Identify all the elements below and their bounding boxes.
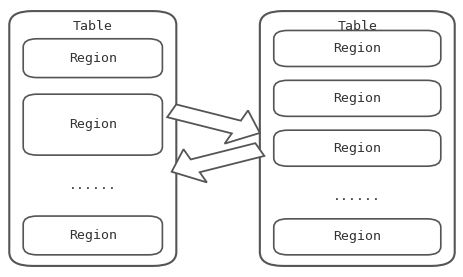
Text: Table: Table (337, 20, 376, 33)
FancyBboxPatch shape (273, 219, 440, 255)
FancyBboxPatch shape (9, 11, 176, 266)
Text: Region: Region (69, 118, 117, 131)
Text: ......: ...... (332, 190, 381, 203)
FancyBboxPatch shape (23, 39, 162, 78)
Text: Table: Table (73, 20, 113, 33)
Text: Region: Region (332, 42, 381, 55)
FancyBboxPatch shape (259, 11, 454, 266)
Polygon shape (167, 104, 259, 144)
FancyBboxPatch shape (273, 130, 440, 166)
FancyBboxPatch shape (23, 94, 162, 155)
Text: Region: Region (332, 92, 381, 105)
Text: Region: Region (69, 229, 117, 242)
FancyBboxPatch shape (23, 216, 162, 255)
Text: Region: Region (332, 230, 381, 243)
Text: Region: Region (332, 142, 381, 155)
Text: Region: Region (69, 52, 117, 65)
FancyBboxPatch shape (273, 30, 440, 66)
Text: ......: ...... (69, 179, 117, 192)
FancyBboxPatch shape (273, 80, 440, 116)
Polygon shape (171, 143, 264, 183)
